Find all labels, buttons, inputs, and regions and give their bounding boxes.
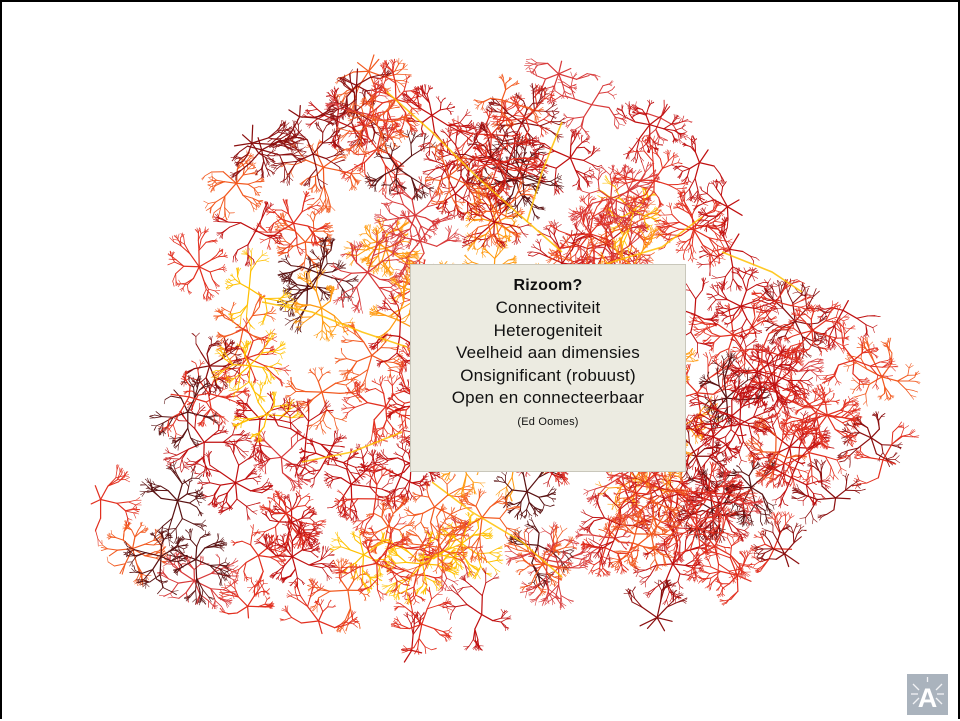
textbox-item-onsignificant: Onsignificant (robuust) <box>411 365 685 388</box>
textbox-item-open: Open en connecteerbaar <box>411 387 685 410</box>
logo-letter: A <box>918 683 938 713</box>
definition-textbox: Rizoom? Connectiviteit Heterogeniteit Ve… <box>410 264 686 472</box>
textbox-item-heterogeniteit: Heterogeniteit <box>411 320 685 343</box>
textbox-item-veelheid: Veelheid aan dimensies <box>411 342 685 365</box>
textbox-item-connectiviteit: Connectiviteit <box>411 297 685 320</box>
a-logo-icon: A <box>907 674 948 715</box>
textbox-credit: (Ed Oomes) <box>411 411 685 433</box>
textbox-title: Rizoom? <box>411 274 685 297</box>
